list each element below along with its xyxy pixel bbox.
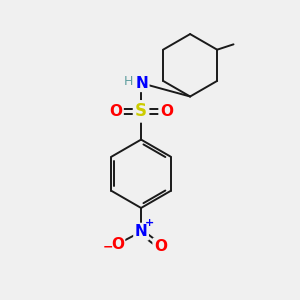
Text: O: O <box>160 104 173 119</box>
Text: S: S <box>135 102 147 120</box>
Text: O: O <box>109 104 122 119</box>
Text: N: N <box>135 76 148 91</box>
Text: +: + <box>146 218 154 228</box>
Text: H: H <box>124 75 133 88</box>
Text: −: − <box>103 241 114 254</box>
Text: O: O <box>111 237 124 252</box>
Text: N: N <box>135 224 148 239</box>
Text: O: O <box>154 239 167 254</box>
